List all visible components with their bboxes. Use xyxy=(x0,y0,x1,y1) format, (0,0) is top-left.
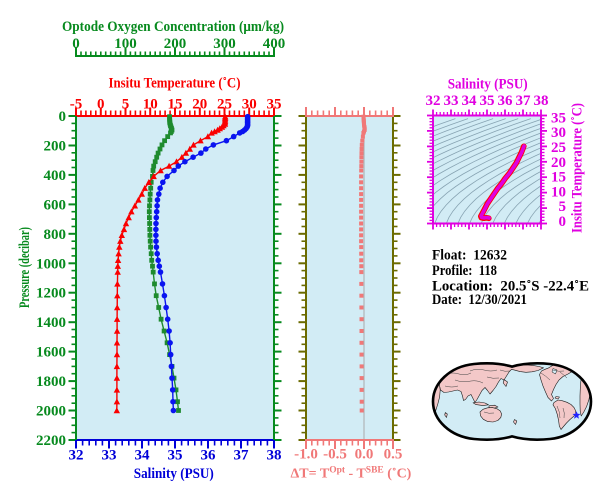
svg-text:1200: 1200 xyxy=(36,286,66,302)
svg-text:-5: -5 xyxy=(70,96,83,112)
svg-text:2000: 2000 xyxy=(36,404,66,420)
svg-text:15: 15 xyxy=(551,170,566,186)
svg-text:Location: 20.5˚S -22.4˚E: Location: 20.5˚S -22.4˚E xyxy=(432,279,589,295)
svg-text:400: 400 xyxy=(263,36,286,52)
svg-text:34: 34 xyxy=(462,93,478,109)
svg-text:1800: 1800 xyxy=(36,374,66,390)
svg-text:33: 33 xyxy=(444,93,459,109)
svg-text:Salinity (PSU): Salinity (PSU) xyxy=(448,77,528,93)
svg-text:1600: 1600 xyxy=(36,345,66,361)
svg-text:-1.0: -1.0 xyxy=(294,447,318,463)
svg-text:37: 37 xyxy=(516,93,532,109)
svg-text:600: 600 xyxy=(44,197,67,213)
svg-text:0: 0 xyxy=(72,36,80,52)
svg-text:Float: 12632: Float: 12632 xyxy=(432,248,507,264)
svg-text:35: 35 xyxy=(551,110,566,126)
svg-text:35: 35 xyxy=(480,93,495,109)
svg-text:30: 30 xyxy=(551,125,566,141)
svg-text:25: 25 xyxy=(551,140,566,156)
svg-text:25: 25 xyxy=(217,96,232,112)
svg-text:200: 200 xyxy=(44,139,67,155)
svg-text:0: 0 xyxy=(59,109,67,125)
svg-text:5: 5 xyxy=(122,96,130,112)
svg-text:Insitu Temperature (˚C): Insitu Temperature (˚C) xyxy=(570,103,586,233)
svg-text:32: 32 xyxy=(69,448,84,464)
svg-text:1400: 1400 xyxy=(36,315,66,331)
svg-text:Date: 12/30/2021: Date: 12/30/2021 xyxy=(432,292,527,308)
svg-text:34: 34 xyxy=(135,448,151,464)
svg-text:5: 5 xyxy=(559,199,567,215)
svg-text:-0.5: -0.5 xyxy=(323,447,347,463)
svg-text:15: 15 xyxy=(168,96,183,112)
svg-text:0.5: 0.5 xyxy=(384,447,403,463)
svg-text:35: 35 xyxy=(168,448,183,464)
svg-text:ΔT= TOpt - TSBE (˚C): ΔT= TOpt - TSBE (˚C) xyxy=(291,466,412,482)
svg-text:38: 38 xyxy=(267,448,282,464)
svg-text:32: 32 xyxy=(426,93,441,109)
svg-text:20: 20 xyxy=(192,96,207,112)
svg-text:400: 400 xyxy=(44,168,67,184)
svg-text:20: 20 xyxy=(551,155,566,171)
svg-text:38: 38 xyxy=(534,93,549,109)
svg-text:Salinity (PSU): Salinity (PSU) xyxy=(134,466,214,482)
svg-text:10: 10 xyxy=(143,96,158,112)
svg-text:35: 35 xyxy=(267,96,282,112)
svg-text:33: 33 xyxy=(102,448,117,464)
svg-text:Pressure (decibar): Pressure (decibar) xyxy=(17,227,33,308)
svg-text:200: 200 xyxy=(164,36,187,52)
svg-text:800: 800 xyxy=(44,227,67,243)
svg-text:36: 36 xyxy=(498,93,514,109)
svg-text:1000: 1000 xyxy=(36,256,66,272)
svg-text:2200: 2200 xyxy=(36,433,66,449)
svg-text:30: 30 xyxy=(242,96,257,112)
svg-text:10: 10 xyxy=(551,184,566,200)
svg-text:300: 300 xyxy=(213,36,236,52)
svg-text:Profile: 118: Profile: 118 xyxy=(432,263,497,279)
svg-text:0: 0 xyxy=(97,96,105,112)
svg-text:100: 100 xyxy=(114,36,137,52)
svg-text:Insitu Temperature (˚C): Insitu Temperature (˚C) xyxy=(109,76,241,92)
svg-text:0: 0 xyxy=(559,214,567,230)
svg-text:0.0: 0.0 xyxy=(355,447,374,463)
svg-text:36: 36 xyxy=(201,448,217,464)
svg-text:37: 37 xyxy=(234,448,250,464)
svg-text:Optode Oxygen Concentration (μ: Optode Oxygen Concentration (μm/kg) xyxy=(62,19,284,35)
